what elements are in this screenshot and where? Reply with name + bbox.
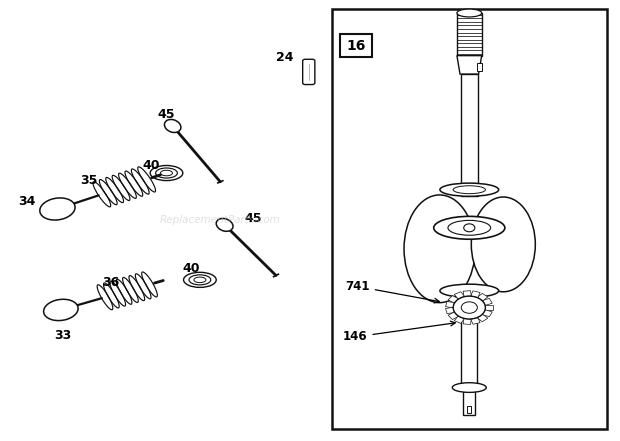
Bar <box>457 13 482 56</box>
Ellipse shape <box>164 120 181 132</box>
Text: 741: 741 <box>345 280 439 303</box>
Circle shape <box>453 296 485 319</box>
Polygon shape <box>446 307 454 314</box>
Text: 45: 45 <box>157 108 175 121</box>
Text: 40: 40 <box>182 262 200 275</box>
Polygon shape <box>482 299 492 305</box>
Polygon shape <box>448 295 458 303</box>
Ellipse shape <box>457 9 482 17</box>
Bar <box>463 391 475 415</box>
Polygon shape <box>482 310 492 317</box>
Text: 34: 34 <box>19 194 36 208</box>
Polygon shape <box>454 316 464 323</box>
Bar <box>467 407 471 414</box>
Text: 146: 146 <box>343 321 455 344</box>
Polygon shape <box>477 293 488 301</box>
Polygon shape <box>463 319 471 325</box>
FancyBboxPatch shape <box>303 59 315 85</box>
Polygon shape <box>485 305 493 310</box>
Bar <box>461 319 477 388</box>
Text: 36: 36 <box>102 276 120 288</box>
Bar <box>477 63 482 71</box>
Ellipse shape <box>404 195 475 303</box>
Polygon shape <box>454 292 464 299</box>
Polygon shape <box>457 56 482 74</box>
Polygon shape <box>471 291 480 298</box>
Polygon shape <box>446 302 454 308</box>
Polygon shape <box>471 318 480 324</box>
Bar <box>340 34 373 57</box>
Ellipse shape <box>452 383 486 392</box>
Ellipse shape <box>40 198 75 220</box>
Bar <box>461 74 478 196</box>
Ellipse shape <box>471 197 535 292</box>
Text: 45: 45 <box>244 212 262 225</box>
Text: 35: 35 <box>81 174 98 187</box>
Ellipse shape <box>43 299 78 321</box>
Polygon shape <box>477 314 488 322</box>
Ellipse shape <box>216 218 233 232</box>
Ellipse shape <box>440 183 498 196</box>
Text: ReplacementParts.com: ReplacementParts.com <box>160 216 281 225</box>
Text: 24: 24 <box>276 51 293 64</box>
Text: 16: 16 <box>347 38 366 52</box>
Polygon shape <box>463 291 471 296</box>
Ellipse shape <box>434 217 505 239</box>
Text: 40: 40 <box>142 159 160 172</box>
Polygon shape <box>448 312 458 320</box>
Ellipse shape <box>440 284 498 297</box>
Bar <box>332 10 607 430</box>
Text: 33: 33 <box>54 329 71 342</box>
